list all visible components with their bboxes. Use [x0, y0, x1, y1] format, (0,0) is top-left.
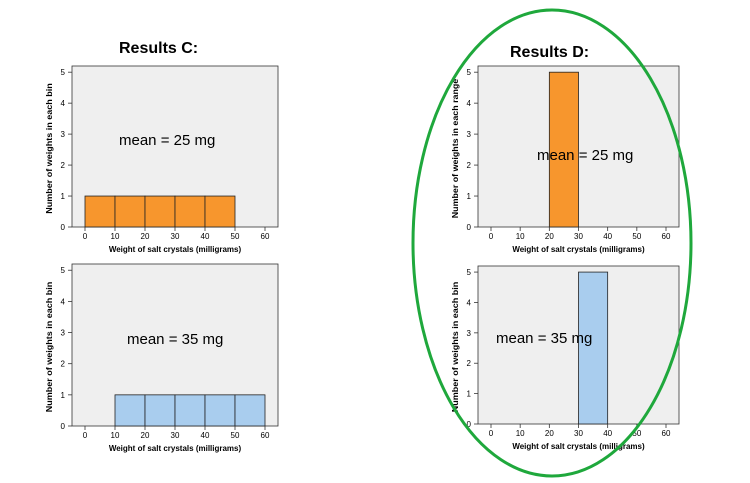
histogram-bar [84, 195, 116, 228]
x-tick-label: 50 [231, 232, 240, 241]
histogram-bar [114, 195, 146, 228]
x-tick-label: 30 [574, 429, 583, 438]
y-tick-label: 3 [467, 130, 472, 139]
histogram-bar [144, 195, 176, 228]
x-axis-label: Weight of salt crystals (milligrams) [109, 444, 242, 453]
y-tick-label: 2 [61, 161, 66, 170]
y-tick-label: 0 [61, 223, 66, 232]
y-tick-label: 3 [467, 329, 472, 338]
x-tick-label: 30 [171, 232, 180, 241]
x-tick-label: 20 [545, 429, 554, 438]
x-tick-label: 0 [489, 429, 494, 438]
y-tick-label: 5 [467, 68, 472, 77]
x-tick-label: 60 [662, 429, 671, 438]
y-tick-label: 0 [467, 223, 472, 232]
x-tick-label: 10 [111, 232, 120, 241]
histogram-bar [234, 394, 266, 427]
x-tick-label: 40 [603, 232, 612, 241]
x-tick-label: 20 [141, 232, 150, 241]
x-tick-label: 40 [201, 232, 210, 241]
y-tick-label: 5 [61, 68, 66, 77]
x-tick-label: 10 [516, 232, 525, 241]
x-tick-label: 10 [111, 431, 120, 440]
y-tick-label: 2 [467, 161, 472, 170]
x-tick-label: 0 [83, 431, 88, 440]
x-tick-label: 60 [662, 232, 671, 241]
x-tick-label: 50 [231, 431, 240, 440]
histogram-bar [144, 394, 176, 427]
y-tick-label: 1 [467, 390, 472, 399]
histogram-bar [204, 394, 236, 427]
y-tick-label: 3 [61, 130, 66, 139]
y-tick-label: 5 [61, 266, 66, 275]
x-tick-label: 40 [201, 431, 210, 440]
y-tick-label: 1 [61, 192, 66, 201]
histogram-bar [174, 394, 206, 427]
results-d-title: Results D: [510, 44, 589, 61]
x-tick-label: 60 [261, 232, 270, 241]
y-tick-label: 2 [467, 359, 472, 368]
mean-annotation: mean = 25 mg [537, 147, 633, 164]
x-tick-label: 30 [574, 232, 583, 241]
y-tick-label: 1 [61, 391, 66, 400]
x-tick-label: 20 [141, 431, 150, 440]
y-tick-label: 4 [467, 99, 472, 108]
mean-annotation: mean = 35 mg [127, 331, 223, 348]
x-tick-label: 20 [545, 232, 554, 241]
y-axis-label: Number of weights in each bin [451, 282, 460, 413]
x-tick-label: 50 [632, 429, 641, 438]
y-tick-label: 4 [467, 298, 472, 307]
x-tick-label: 30 [171, 431, 180, 440]
y-tick-label: 0 [61, 422, 66, 431]
y-tick-label: 0 [467, 420, 472, 429]
histogram-bar [114, 394, 146, 427]
x-tick-label: 50 [632, 232, 641, 241]
y-axis-label: Number of weights in each range [451, 78, 460, 218]
x-tick-label: 0 [489, 232, 494, 241]
histogram-bar [548, 71, 579, 228]
y-tick-label: 2 [61, 360, 66, 369]
x-tick-label: 60 [261, 431, 270, 440]
x-axis-label: Weight of salt crystals (milligrams) [512, 442, 645, 451]
x-tick-label: 40 [603, 429, 612, 438]
mean-annotation: mean = 25 mg [119, 132, 215, 149]
y-axis-label: Number of weights in each bin [45, 83, 54, 214]
x-tick-label: 10 [516, 429, 525, 438]
y-tick-label: 4 [61, 99, 66, 108]
histogram-bar [174, 195, 206, 228]
mean-annotation: mean = 35 mg [496, 330, 592, 347]
y-tick-label: 4 [61, 297, 66, 306]
y-axis-label: Number of weights in each bin [45, 282, 54, 413]
x-tick-label: 0 [83, 232, 88, 241]
x-axis-label: Weight of salt crystals (milligrams) [109, 245, 242, 254]
y-tick-label: 5 [467, 268, 472, 277]
histogram-bar [204, 195, 236, 228]
x-axis-label: Weight of salt crystals (milligrams) [512, 245, 645, 254]
y-tick-label: 1 [467, 192, 472, 201]
y-tick-label: 3 [61, 329, 66, 338]
results-c-title: Results C: [119, 40, 198, 57]
histogram-bar [578, 271, 609, 425]
highlight-ellipse [411, 8, 693, 478]
